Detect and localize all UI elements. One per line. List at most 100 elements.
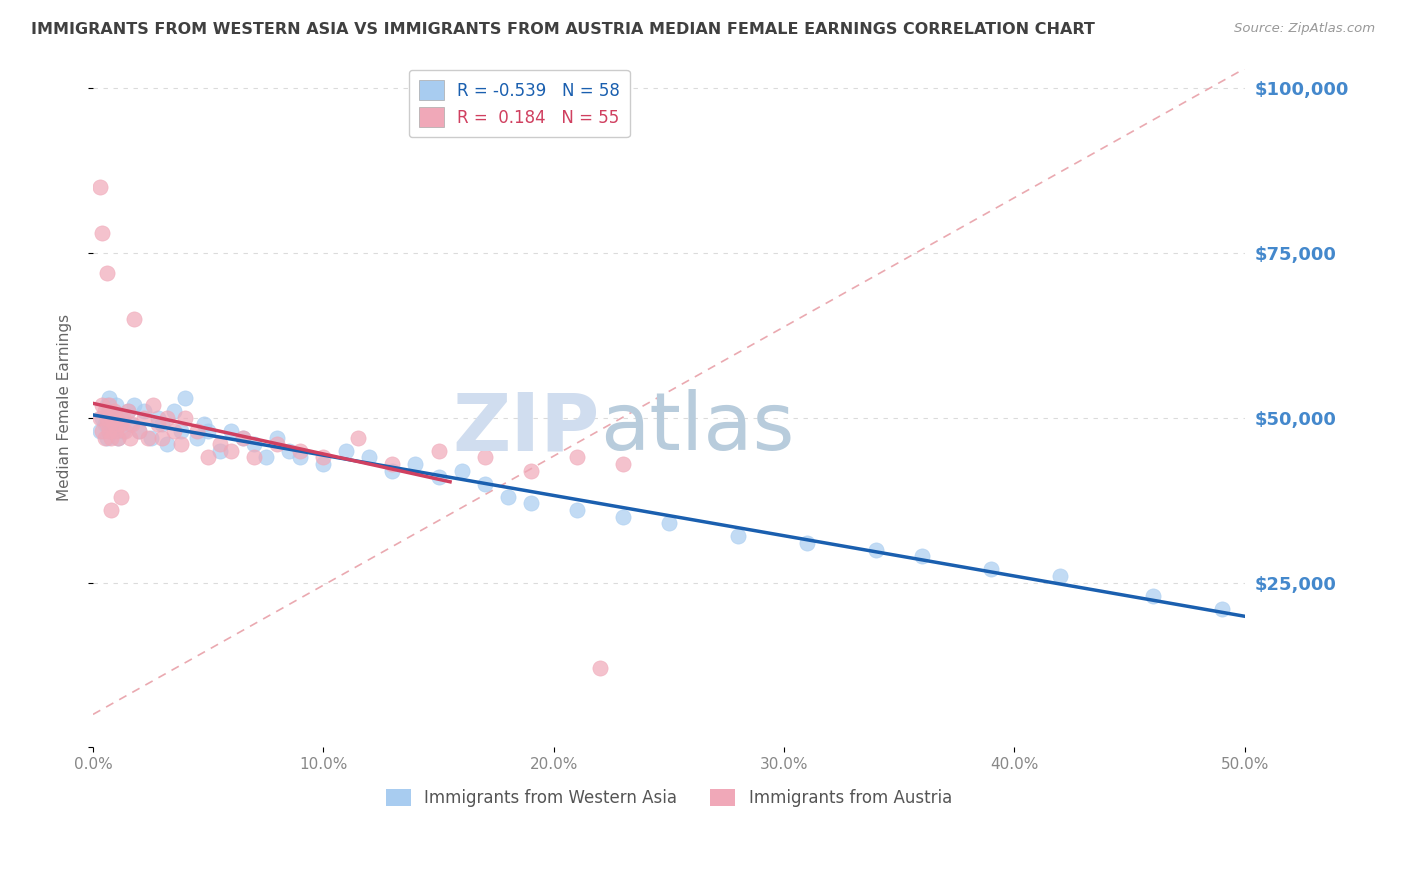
Point (91, 424, 114, 438)
Point (103, 417, 125, 432)
Point (89, 424, 111, 438)
Point (405, 457, 427, 471)
Point (98, 404, 121, 418)
Point (193, 417, 215, 432)
Point (865, 542, 887, 557)
Text: IMMIGRANTS FROM WESTERN ASIA VS IMMIGRANTS FROM AUSTRIA MEDIAN FEMALE EARNINGS C: IMMIGRANTS FROM WESTERN ASIA VS IMMIGRAN… (31, 22, 1095, 37)
Point (98, 391, 121, 405)
Point (128, 424, 150, 438)
Point (89, 180, 111, 194)
Point (117, 404, 139, 418)
Point (156, 410, 179, 425)
Point (335, 443, 357, 458)
Point (91, 398, 114, 412)
Text: ZIP: ZIP (453, 389, 600, 467)
Point (100, 503, 122, 517)
Point (162, 424, 184, 438)
Point (243, 437, 266, 451)
Point (266, 431, 288, 445)
Point (110, 410, 132, 425)
Point (100, 410, 122, 425)
Point (219, 424, 242, 438)
Point (290, 443, 312, 458)
Point (169, 424, 191, 438)
Point (427, 470, 450, 484)
Point (105, 398, 128, 412)
Point (96, 417, 118, 432)
Point (186, 424, 208, 438)
Point (197, 450, 219, 465)
Point (146, 417, 169, 432)
Point (98, 424, 121, 438)
Point (1049, 569, 1071, 583)
Point (93, 417, 115, 432)
Point (266, 437, 288, 451)
Point (290, 450, 312, 465)
Point (381, 457, 404, 471)
Point (105, 410, 128, 425)
Point (93, 431, 115, 445)
Point (105, 424, 128, 438)
Point (169, 437, 191, 451)
Point (136, 431, 159, 445)
Point (103, 404, 125, 418)
Point (565, 450, 588, 465)
Point (118, 431, 141, 445)
Point (219, 443, 242, 458)
Point (1142, 589, 1164, 603)
Point (359, 450, 381, 465)
Point (146, 410, 169, 425)
Point (111, 424, 134, 438)
Point (796, 536, 818, 550)
Point (107, 431, 129, 445)
Point (254, 450, 277, 465)
Point (197, 424, 219, 438)
Point (980, 562, 1002, 576)
Point (91, 410, 114, 425)
Point (208, 443, 231, 458)
Point (727, 529, 749, 543)
Point (565, 503, 588, 517)
Point (347, 431, 370, 445)
Point (118, 417, 141, 432)
Point (162, 404, 184, 418)
Point (96, 266, 118, 280)
Point (114, 424, 136, 438)
Point (110, 490, 132, 504)
Point (100, 424, 122, 438)
Point (911, 549, 934, 564)
Point (93, 404, 115, 418)
Point (98, 398, 121, 412)
Point (150, 431, 173, 445)
Y-axis label: Median Female Earnings: Median Female Earnings (58, 314, 72, 501)
Point (474, 476, 496, 491)
Point (124, 398, 146, 412)
Point (381, 464, 404, 478)
Point (142, 398, 165, 412)
Point (232, 431, 254, 445)
Text: atlas: atlas (600, 389, 794, 467)
Point (89, 410, 111, 425)
Point (156, 437, 179, 451)
Point (121, 417, 143, 432)
Point (174, 410, 197, 425)
Point (111, 410, 134, 425)
Point (658, 516, 681, 531)
Point (139, 431, 162, 445)
Point (128, 424, 150, 438)
Point (312, 457, 335, 471)
Point (174, 391, 197, 405)
Point (132, 410, 155, 425)
Point (132, 404, 155, 418)
Point (103, 417, 125, 432)
Point (110, 417, 132, 432)
Point (124, 312, 146, 326)
Point (519, 496, 541, 510)
Point (107, 431, 129, 445)
Text: Source: ZipAtlas.com: Source: ZipAtlas.com (1234, 22, 1375, 36)
Point (312, 450, 335, 465)
Point (117, 404, 139, 418)
Point (450, 464, 472, 478)
Point (208, 437, 231, 451)
Point (100, 431, 122, 445)
